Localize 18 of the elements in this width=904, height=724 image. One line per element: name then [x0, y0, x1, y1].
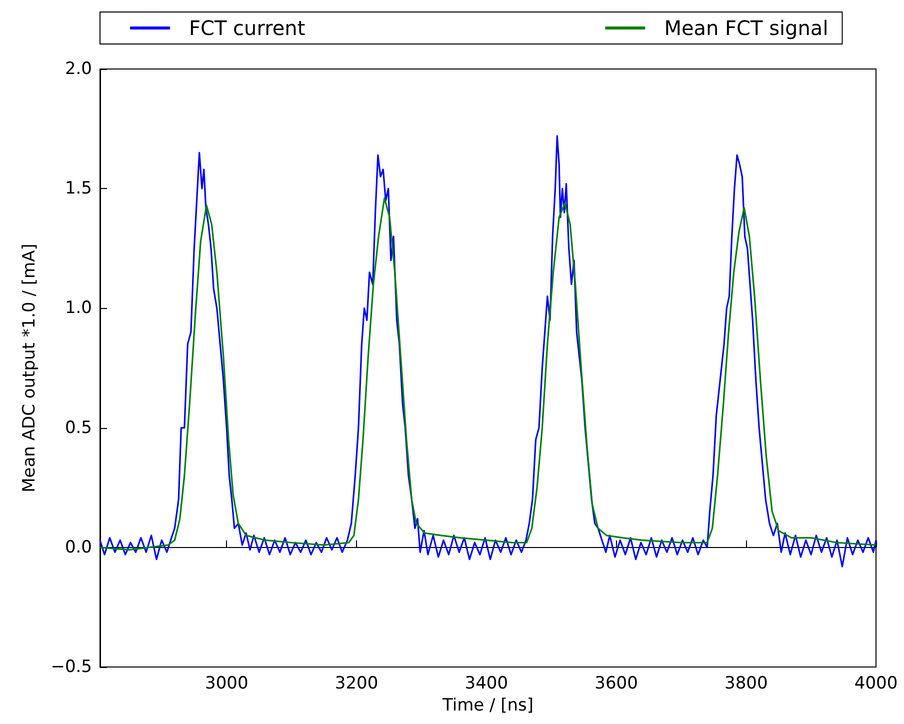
x-tick-label: 3200	[334, 674, 378, 694]
y-tick-label: −0.5	[50, 657, 92, 677]
y-tick-label: 1.0	[64, 298, 92, 318]
x-tick-label: 3800	[724, 674, 768, 694]
x-tick-label: 4000	[854, 674, 898, 694]
x-tick-label: 3400	[464, 674, 508, 694]
y-tick-label: 1.5	[64, 178, 92, 199]
legend-label: FCT current	[189, 16, 306, 40]
legend-label: Mean FCT signal	[664, 16, 828, 40]
line-series	[99, 135, 877, 568]
x-axis-title: Time / [ns]	[441, 696, 534, 716]
x-tick-label: 3600	[594, 674, 638, 694]
x-tick-label: 3000	[204, 674, 248, 694]
y-tick-label: 0.0	[64, 537, 92, 558]
line-series	[99, 197, 877, 551]
y-axis-title: Mean ADC output *1.0 / [mA]	[20, 244, 40, 492]
y-tick-label: 2.0	[64, 59, 92, 79]
y-tick-label: 0.5	[64, 418, 92, 438]
